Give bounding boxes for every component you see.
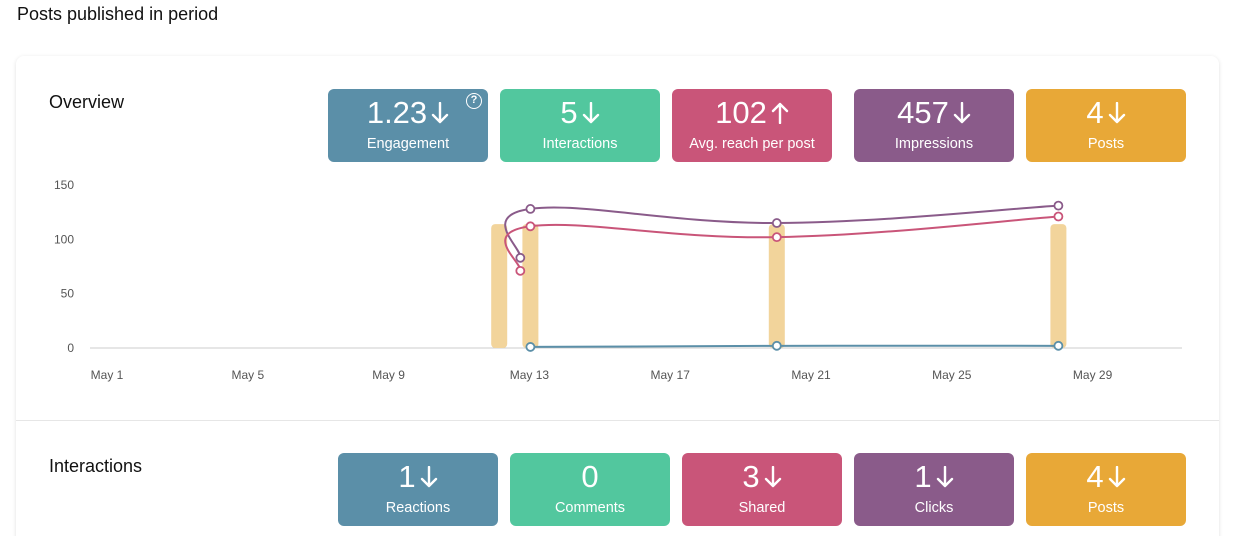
stat-label: Comments xyxy=(554,500,626,516)
stat-card-clicks[interactable]: 1 Clicks xyxy=(854,453,1014,526)
stat-label: Posts xyxy=(1087,136,1125,152)
arrow-down-icon xyxy=(582,95,600,132)
posts-bar[interactable] xyxy=(768,224,785,348)
posts-bar[interactable] xyxy=(1050,224,1067,348)
arrow-down-icon xyxy=(431,95,449,132)
stat-label: Engagement xyxy=(366,136,450,152)
stat-value: 5 xyxy=(560,95,578,130)
stat-label: Shared xyxy=(738,500,786,516)
x-tick-label: May 9 xyxy=(372,368,405,382)
series-line-0 xyxy=(504,204,1059,259)
stat-card-engagement[interactable]: 1.23 Engagement? xyxy=(328,89,488,162)
stat-value: 1 xyxy=(914,459,932,494)
y-tick-label: 0 xyxy=(67,341,74,355)
stat-label: Avg. reach per post xyxy=(689,136,815,152)
stat-value: 4 xyxy=(1086,95,1104,130)
series-line-1 xyxy=(504,215,1059,272)
stat-card-shared[interactable]: 3 Shared xyxy=(682,453,842,526)
arrow-up-icon xyxy=(771,95,789,132)
series-point[interactable] xyxy=(515,265,526,276)
x-tick-label: May 13 xyxy=(510,368,550,382)
series-line-2 xyxy=(530,344,1059,348)
stat-card-avg-reach-per-post[interactable]: 102 Avg. reach per post xyxy=(672,89,832,162)
stat-value: 1 xyxy=(398,459,416,494)
arrow-down-icon xyxy=(1108,95,1126,132)
arrow-down-icon xyxy=(936,459,954,496)
series-point[interactable] xyxy=(525,342,536,352)
page-title: Posts published in period xyxy=(17,4,219,24)
section-divider xyxy=(16,420,1219,421)
posts-bars xyxy=(491,224,1067,348)
arrow-down-icon xyxy=(1108,459,1126,496)
posts-bar[interactable] xyxy=(491,224,508,348)
series-point[interactable] xyxy=(771,340,782,351)
x-tick-label: May 17 xyxy=(651,368,691,382)
series-point[interactable] xyxy=(771,232,782,243)
stat-value: 0 xyxy=(581,459,599,494)
stat-card-impressions[interactable]: 457 Impressions xyxy=(854,89,1014,162)
arrow-down-icon xyxy=(953,95,971,132)
stat-card-reactions[interactable]: 1 Reactions xyxy=(338,453,498,526)
y-tick-label: 150 xyxy=(54,178,74,192)
series-point[interactable] xyxy=(515,252,526,263)
stat-value: 1.23 xyxy=(366,95,428,130)
stat-value: 4 xyxy=(1086,459,1104,494)
stat-label: Interactions xyxy=(542,136,618,152)
stat-label: Reactions xyxy=(385,500,451,516)
y-tick-label: 100 xyxy=(54,232,74,246)
x-axis-ticks: May 1 May 5 May 9 May 13 May 17 May 21 May 25 M… xyxy=(91,368,1113,382)
x-tick-label: May 25 xyxy=(932,368,972,382)
overview-title: Overview xyxy=(49,92,125,112)
x-tick-label: May 21 xyxy=(791,368,831,382)
stat-value: 457 xyxy=(897,95,949,130)
stat-card-posts[interactable]: 4 Posts xyxy=(1026,89,1186,162)
stat-label: Posts xyxy=(1087,500,1125,516)
stat-card-comments[interactable]: 0 Comments xyxy=(510,453,670,526)
series-point[interactable] xyxy=(1053,200,1064,211)
series-point[interactable] xyxy=(525,204,536,214)
stat-label: Clicks xyxy=(914,500,954,516)
series-point[interactable] xyxy=(1053,211,1064,222)
posts-bar[interactable] xyxy=(522,224,539,348)
stat-card-interactions[interactable]: 5 Interactions xyxy=(500,89,660,162)
x-tick-label: May 5 xyxy=(231,368,264,382)
help-icon[interactable]: ? xyxy=(466,93,482,109)
stat-label: Impressions xyxy=(894,136,974,152)
y-axis-ticks: 0 50 100 150 xyxy=(54,178,74,355)
arrow-down-icon xyxy=(764,459,782,496)
series-point[interactable] xyxy=(525,221,536,232)
interactions-title: Interactions xyxy=(49,456,143,476)
x-tick-label: May 1 xyxy=(91,368,124,382)
y-tick-label: 50 xyxy=(61,287,75,301)
stat-value: 3 xyxy=(742,459,760,494)
series-point[interactable] xyxy=(771,218,782,228)
stat-value: 102 xyxy=(715,95,767,130)
series-markers xyxy=(515,200,1064,352)
stat-card-posts[interactable]: 4 Posts xyxy=(1026,453,1186,526)
arrow-down-icon xyxy=(420,459,438,496)
x-tick-label: May 29 xyxy=(1073,368,1113,382)
series-point[interactable] xyxy=(1053,340,1064,351)
